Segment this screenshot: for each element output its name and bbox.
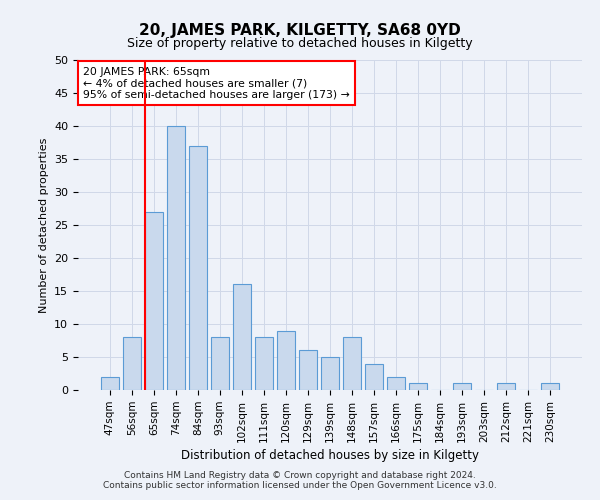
Bar bbox=[365, 364, 383, 390]
Bar bbox=[101, 377, 119, 390]
Bar bbox=[409, 384, 427, 390]
Text: 20 JAMES PARK: 65sqm
← 4% of detached houses are smaller (7)
95% of semi-detache: 20 JAMES PARK: 65sqm ← 4% of detached ho… bbox=[83, 66, 350, 100]
Bar bbox=[387, 377, 405, 390]
Bar bbox=[541, 384, 559, 390]
X-axis label: Distribution of detached houses by size in Kilgetty: Distribution of detached houses by size … bbox=[181, 449, 479, 462]
Bar bbox=[167, 126, 185, 390]
Bar bbox=[211, 337, 229, 390]
Text: Size of property relative to detached houses in Kilgetty: Size of property relative to detached ho… bbox=[127, 38, 473, 51]
Bar bbox=[255, 337, 273, 390]
Bar bbox=[321, 357, 339, 390]
Bar bbox=[189, 146, 206, 390]
Bar bbox=[299, 350, 317, 390]
Bar bbox=[343, 337, 361, 390]
Bar bbox=[145, 212, 163, 390]
Bar bbox=[497, 384, 515, 390]
Bar bbox=[277, 330, 295, 390]
Text: 20, JAMES PARK, KILGETTY, SA68 0YD: 20, JAMES PARK, KILGETTY, SA68 0YD bbox=[139, 22, 461, 38]
Bar bbox=[233, 284, 251, 390]
Bar bbox=[123, 337, 140, 390]
Y-axis label: Number of detached properties: Number of detached properties bbox=[38, 138, 49, 312]
Text: Contains HM Land Registry data © Crown copyright and database right 2024.
Contai: Contains HM Land Registry data © Crown c… bbox=[103, 470, 497, 490]
Bar bbox=[454, 384, 471, 390]
